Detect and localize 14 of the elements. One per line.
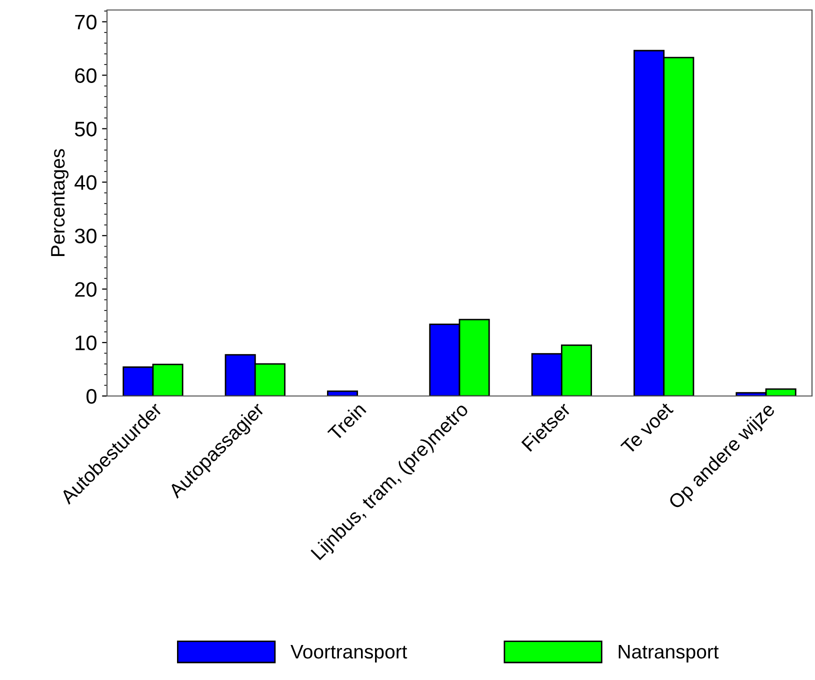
y-tick-label: 10 bbox=[76, 336, 96, 350]
y-axis-title: Percentages bbox=[51, 149, 69, 256]
x-tick-label: Te voet bbox=[620, 401, 674, 455]
legend-label: Voortransport bbox=[290, 645, 408, 662]
y-tick-label: 30 bbox=[74, 228, 96, 244]
legend-label: Natransport bbox=[618, 645, 719, 662]
y-tick-label: 40 bbox=[74, 175, 96, 190]
y-tick-label: 20 bbox=[75, 282, 96, 297]
y-tick-label: 60 bbox=[75, 68, 96, 83]
x-tick-label: Trein bbox=[326, 402, 367, 442]
y-tick-label: 70 bbox=[75, 14, 96, 30]
bar bbox=[327, 390, 358, 396]
y-tick-label: 0 bbox=[86, 389, 96, 404]
y-tick-label: 50 bbox=[74, 122, 96, 136]
